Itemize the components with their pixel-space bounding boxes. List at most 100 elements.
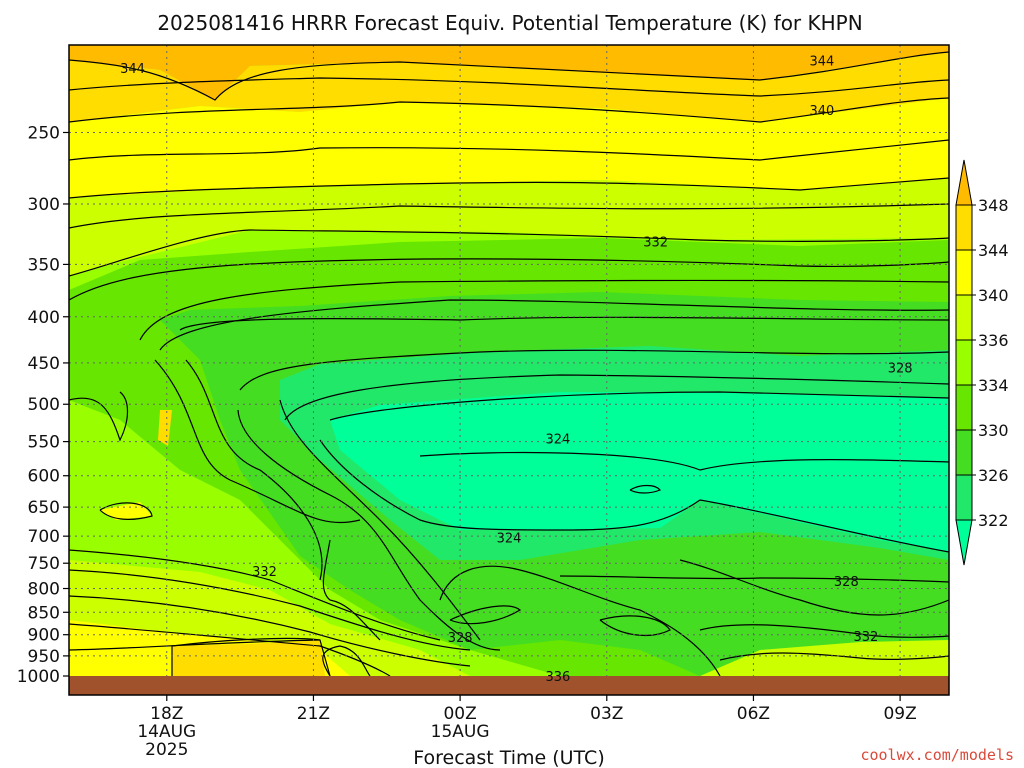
y-tick-label: 400 [28, 308, 60, 328]
colorbar-legend: 348 344 340 336 334 330 326 322 [955, 159, 1009, 566]
y-tick-label: 650 [28, 498, 60, 518]
y-tick-label: 300 [28, 195, 60, 215]
contour-line [559, 575, 949, 583]
colorbar-swatch [955, 204, 973, 251]
colorbar-label: 348 [978, 196, 1009, 215]
contour-label: 328 [888, 361, 913, 376]
contour-label: 332 [643, 235, 668, 250]
contour-line [284, 374, 949, 421]
contour-line [629, 484, 661, 494]
colorbar-label: 340 [978, 286, 1009, 305]
grid-lines [69, 45, 949, 676]
y-tick-label: 700 [28, 527, 60, 547]
x-tick-sublabel: 2025 [145, 740, 188, 760]
contour-band [69, 98, 949, 198]
contour-line [139, 279, 949, 341]
y-tick-label: 800 [28, 580, 60, 600]
contour-line [69, 77, 949, 97]
contour-line [599, 615, 671, 637]
y-tick-label: 850 [28, 603, 60, 623]
contour-line [154, 359, 361, 524]
colorbar-label: 336 [978, 331, 1009, 350]
colorbar-extend-top [955, 159, 973, 206]
contour-line [69, 51, 949, 101]
contour-line [69, 97, 949, 123]
contour-line [69, 229, 949, 277]
contour-line [69, 258, 949, 301]
contour-line [322, 645, 371, 676]
contour-line [719, 652, 949, 661]
contour-band [69, 45, 949, 100]
contour-line [237, 409, 501, 651]
colorbar-swatch [955, 474, 973, 521]
contour-lines [69, 51, 949, 676]
y-tick-label: 950 [28, 647, 60, 667]
contour-label: 332 [853, 630, 878, 645]
contour-label: 328 [834, 575, 859, 590]
contour-line [279, 399, 481, 641]
x-tick-label: 06Z [737, 704, 770, 724]
contour-line [69, 177, 949, 199]
contour-line [449, 605, 522, 625]
contour-line [69, 639, 321, 651]
y-tick-label: 900 [28, 626, 60, 646]
colorbar-extend-bottom [955, 519, 973, 566]
y-tick-label: 550 [28, 433, 60, 453]
credit-text: coolwx.com/models [860, 746, 1014, 764]
contour-label-group: 344 344 340 332 328 324 324 332 328 328 332 336 [120, 54, 913, 685]
contour-label: 340 [809, 104, 834, 119]
contour-line [69, 203, 949, 229]
y-tick-label: 250 [28, 123, 60, 143]
contour-band [700, 640, 949, 676]
colorbar-label: 326 [978, 466, 1009, 485]
contour-line [419, 451, 949, 471]
x-tick-label: 03Z [590, 704, 623, 724]
contour-label: 324 [497, 531, 522, 546]
colorbar-swatch [955, 339, 973, 386]
contour-line [185, 359, 323, 581]
x-tick-sublabel: 15AUG [431, 722, 490, 742]
colorbar-swatch [955, 249, 973, 296]
contour-label: 332 [252, 565, 277, 580]
contour-line [179, 316, 949, 331]
contour-line [69, 549, 441, 641]
x-axis-title: Forecast Time (UTC) [413, 747, 604, 768]
y-axis: 250 300 350 400 450 500 550 600 650 700 750 800 850 9… [17, 123, 69, 687]
contour-line [699, 624, 949, 638]
x-tick-label: 09Z [883, 704, 916, 724]
y-tick-label: 1000 [17, 667, 60, 687]
contour-line [99, 502, 153, 520]
contour-label: 336 [545, 670, 570, 685]
contour-label: 344 [809, 54, 834, 69]
plot-frame [68, 44, 950, 696]
contour-line [329, 391, 949, 421]
x-tick-label: 18Z [150, 704, 183, 724]
contour-label: 324 [545, 433, 570, 448]
contour-line [69, 391, 129, 442]
colorbar-swatch [955, 294, 973, 341]
y-tick-label: 350 [28, 255, 60, 275]
contour-band [158, 410, 172, 446]
contour-line [69, 595, 471, 667]
contour-line [319, 439, 949, 553]
chart-title: 2025081416 HRRR Forecast Equiv. Potentia… [157, 11, 862, 35]
colorbar-label: 322 [978, 511, 1009, 530]
contour-band [172, 640, 325, 676]
colorbar-label: 334 [978, 376, 1009, 395]
contour-band [69, 178, 949, 276]
contour-line [69, 623, 391, 676]
x-tick-sublabel: 14AUG [137, 722, 196, 742]
contour-band [100, 502, 152, 520]
colorbar-swatch [955, 429, 973, 476]
y-tick-label: 450 [28, 354, 60, 374]
contour-line [69, 569, 471, 651]
contour-band [330, 392, 949, 552]
contour-label: 328 [448, 631, 473, 646]
contour-label: 344 [120, 62, 145, 77]
y-tick-label: 750 [28, 554, 60, 574]
contour-line [159, 299, 949, 351]
contour-line [69, 139, 949, 161]
ground-surface [69, 676, 949, 695]
